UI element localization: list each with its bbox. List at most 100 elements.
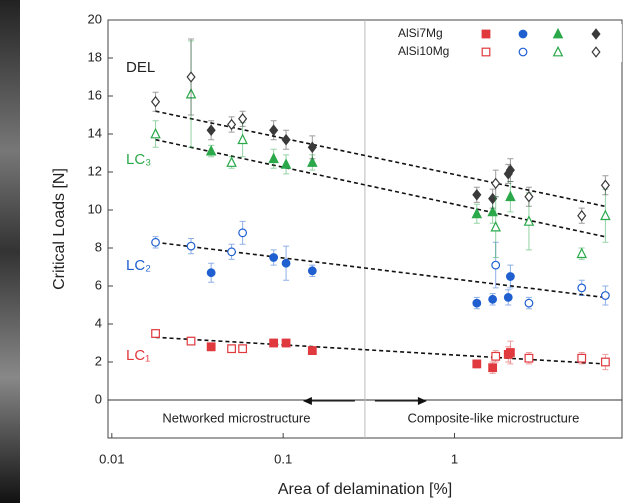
trend-line: [155, 110, 605, 207]
marker: [269, 253, 279, 262]
marker: [505, 190, 516, 202]
x-tick-label: 0.01: [99, 451, 124, 466]
y-tick-label: 4: [95, 315, 102, 330]
trend-line: [155, 241, 605, 299]
marker: [151, 329, 160, 338]
marker: [487, 205, 498, 217]
y-tick-label: 14: [88, 125, 102, 140]
marker: [205, 144, 217, 156]
marker: [269, 338, 279, 348]
marker: [150, 127, 161, 139]
marker: [471, 207, 483, 219]
curve-label: LC₃: [126, 151, 151, 168]
marker: [307, 346, 317, 355]
marker: [186, 336, 196, 346]
marker: [505, 272, 515, 281]
marker: [490, 220, 501, 232]
marker: [503, 293, 513, 302]
y-tick-label: 20: [88, 11, 102, 26]
legend-marker: [481, 47, 491, 57]
legend-label: AlSi10Mg: [398, 44, 449, 58]
trend-line: [155, 138, 605, 238]
marker: [227, 247, 236, 257]
marker: [281, 133, 291, 146]
marker: [307, 156, 318, 167]
region-label: Composite-like microstructure: [407, 410, 579, 425]
marker: [577, 209, 587, 222]
marker: [472, 189, 482, 201]
marker: [524, 298, 534, 308]
legend-marker: [591, 46, 601, 58]
x-tick-label: 0.1: [274, 451, 292, 466]
marker: [226, 156, 237, 167]
marker: [281, 258, 291, 268]
marker: [576, 247, 588, 259]
marker: [280, 158, 292, 169]
marker: [186, 71, 196, 83]
legend-marker: [481, 29, 491, 39]
marker: [577, 283, 587, 293]
y-tick-label: 0: [95, 391, 102, 406]
legend-marker: [552, 45, 564, 57]
legend-marker: [518, 29, 528, 39]
legend-marker: [591, 28, 601, 40]
marker: [488, 363, 498, 373]
region-label: Networked microstructure: [162, 410, 310, 425]
curve-label: LC₂: [126, 257, 151, 274]
marker: [281, 338, 291, 348]
arrow-head: [417, 397, 427, 405]
marker: [206, 342, 216, 352]
marker: [268, 152, 279, 164]
marker: [600, 357, 610, 367]
marker: [491, 351, 501, 361]
legend-marker: [518, 47, 528, 57]
marker: [524, 353, 534, 363]
marker: [577, 353, 587, 363]
marker: [206, 124, 216, 136]
marker: [307, 141, 317, 154]
marker: [238, 228, 248, 238]
marker: [238, 113, 248, 125]
marker: [600, 179, 610, 192]
y-tick-label: 18: [88, 49, 102, 64]
marker: [491, 177, 501, 190]
y-tick-label: 12: [88, 163, 102, 178]
marker: [472, 298, 482, 308]
y-axis-label: Critical Loads [N]: [51, 168, 68, 290]
marker: [491, 260, 501, 270]
x-tick-label: 1: [451, 451, 458, 466]
marker: [524, 190, 534, 203]
marker: [151, 237, 160, 247]
marker: [237, 133, 248, 145]
marker: [238, 344, 248, 354]
marker: [227, 344, 236, 354]
marker: [227, 118, 237, 131]
marker: [206, 268, 216, 278]
photo-strip: [0, 0, 20, 503]
marker: [186, 241, 196, 251]
marker: [600, 291, 610, 300]
marker: [505, 348, 515, 357]
marker: [505, 164, 515, 176]
x-axis-label: Area of delamination [%]: [278, 481, 452, 498]
arrow-head: [302, 397, 312, 405]
y-tick-label: 2: [95, 353, 102, 368]
y-tick-label: 8: [95, 239, 102, 254]
marker: [150, 95, 161, 108]
marker: [269, 124, 279, 136]
legend-label: AlSi7Mg: [398, 26, 443, 40]
marker: [488, 294, 498, 304]
y-tick-label: 6: [95, 277, 102, 292]
y-tick-label: 10: [88, 201, 102, 216]
y-tick-label: 16: [88, 87, 102, 102]
marker: [523, 215, 535, 226]
marker: [600, 209, 611, 221]
legend-marker: [552, 27, 564, 39]
legend-box: [392, 24, 622, 62]
trend-line: [155, 336, 605, 365]
marker: [307, 266, 317, 276]
curve-label: DEL: [126, 59, 155, 76]
curve-label: LC₁: [126, 347, 150, 364]
marker: [472, 359, 482, 369]
